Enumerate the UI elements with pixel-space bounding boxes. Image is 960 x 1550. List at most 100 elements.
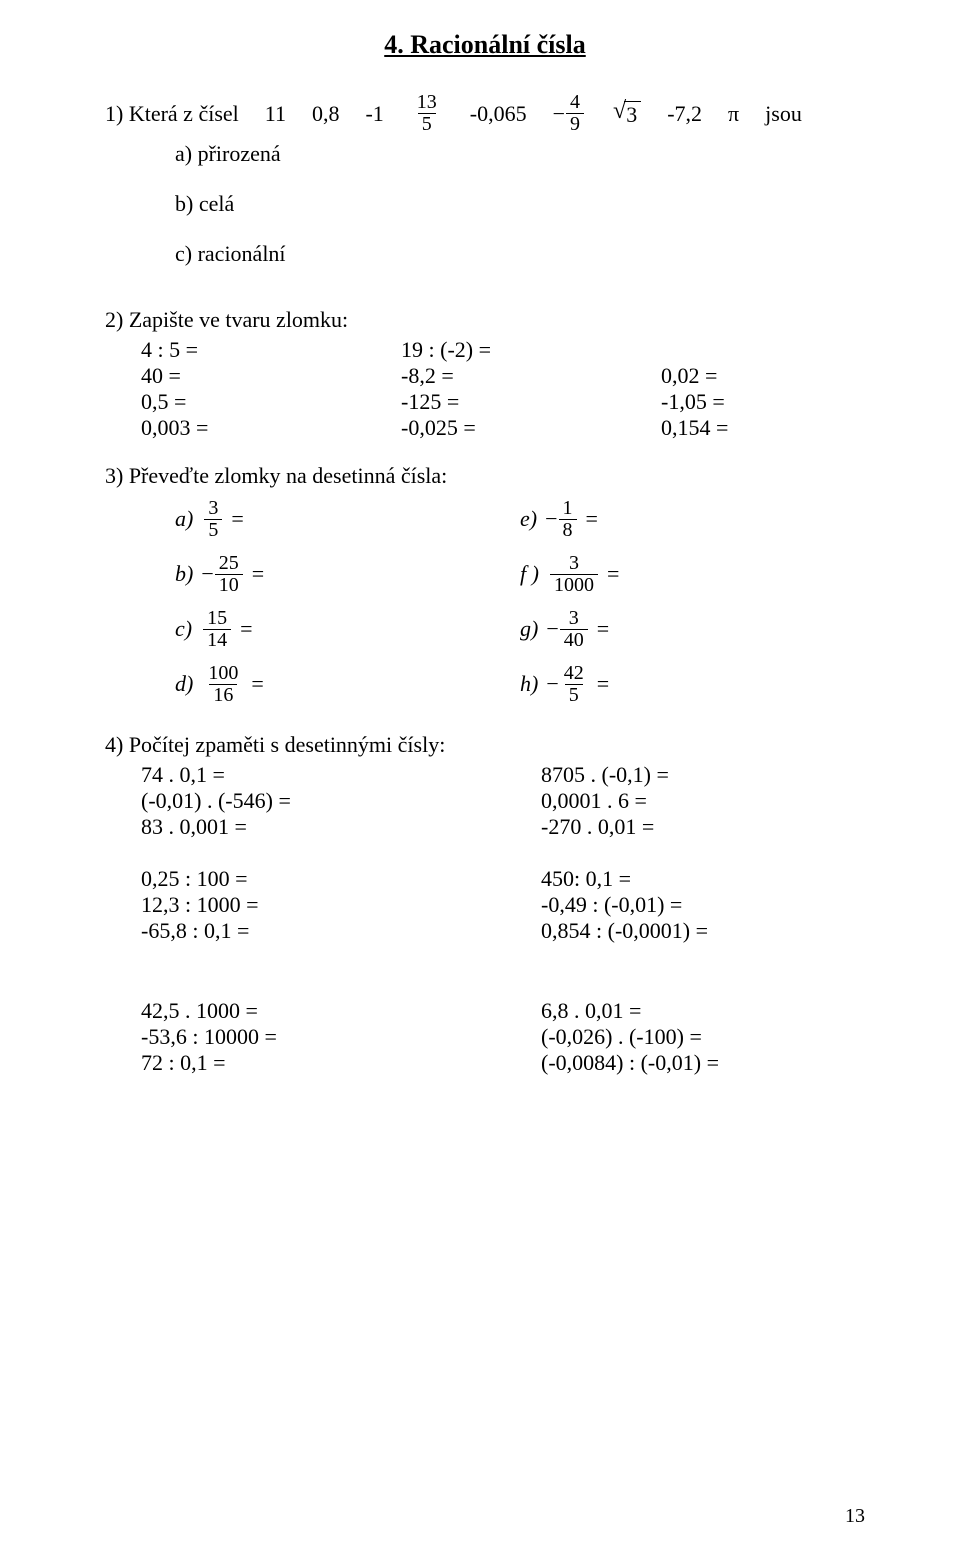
table-row: 0,5 = -125 = -1,05 = <box>141 389 865 415</box>
q2-lead: 2) Zapište ve tvaru zlomku: <box>105 307 865 333</box>
frac-label: g) <box>520 616 538 642</box>
fraction: 31000 <box>550 553 598 596</box>
q3-grid: a)35=b)−2510=c)1514=d)10016= e)−18=f )31… <box>175 489 865 714</box>
table-row: -53,6 : 10000 = (-0,026) . (-100) = <box>141 1024 865 1050</box>
q1: 1) Která z čísel 11 0,8 -1 13 5 -0,065 −… <box>105 92 865 267</box>
cell: -0,025 = <box>401 415 661 441</box>
frac-num: 25 <box>215 553 243 574</box>
q1-c: c) racionální <box>175 241 865 267</box>
frac-num: 15 <box>203 608 231 629</box>
minus-sign: − <box>545 506 557 532</box>
equals-sign: = <box>231 506 243 532</box>
cell: 0,25 : 100 = <box>141 866 541 892</box>
chapter-title: 4. Racionální čísla <box>105 30 865 60</box>
frac-label: h) <box>520 671 538 697</box>
equals-sign: = <box>251 671 263 697</box>
minus-sign: − <box>546 671 558 697</box>
cell: 0,0001 . 6 = <box>541 788 861 814</box>
frac-item: c) 1514 = <box>175 604 520 654</box>
table-row: 0,003 = -0,025 = 0,154 = <box>141 415 865 441</box>
cell: 6,8 . 0,01 = <box>541 998 861 1024</box>
cell: 8705 . (-0,1) = <box>541 762 861 788</box>
frac-item: e)−18= <box>520 494 865 544</box>
fraction: 1514 <box>203 608 231 651</box>
q2-grid: 4 : 5 = 19 : (-2) = 40 = -8,2 = 0,02 = 0… <box>141 337 865 441</box>
fraction: 340 <box>560 608 588 651</box>
fraction: 10016 <box>204 663 242 706</box>
table-row: 0,25 : 100 = 450: 0,1 = <box>141 866 865 892</box>
q3-left-col: a)35=b)−2510=c)1514=d)10016= <box>175 489 520 714</box>
sqrt-arg: 3 <box>624 101 641 128</box>
cell <box>661 337 861 363</box>
fraction: 2510 <box>215 553 243 596</box>
q2: 2) Zapište ve tvaru zlomku: 4 : 5 = 19 :… <box>105 307 865 441</box>
q1-b: b) celá <box>175 191 865 217</box>
cell: -65,8 : 0,1 = <box>141 918 541 944</box>
frac-num: 4 <box>566 92 584 113</box>
q1-frac2-wrap: − 4 9 <box>553 92 587 135</box>
frac-item: h)−425= <box>520 659 865 709</box>
q1-t2: jsou <box>765 101 802 127</box>
cell: -270 . 0,01 = <box>541 814 861 840</box>
minus-sign: − <box>546 616 558 642</box>
frac-den: 14 <box>203 629 231 651</box>
q3: 3) Převeďte zlomky na desetinná čísla: a… <box>105 463 865 714</box>
equals-sign: = <box>586 506 598 532</box>
frac-item: d) 10016 = <box>175 659 520 709</box>
frac-item: f )31000= <box>520 549 865 599</box>
cell: (-0,026) . (-100) = <box>541 1024 861 1050</box>
table-row: 74 . 0,1 = 8705 . (-0,1) = <box>141 762 865 788</box>
frac-den: 10 <box>215 574 243 596</box>
cell: -1,05 = <box>661 389 861 415</box>
cell: 0,154 = <box>661 415 861 441</box>
q1-lead: 1) Která z čísel <box>105 101 239 127</box>
cell: 83 . 0,001 = <box>141 814 541 840</box>
q1-a: a) přirozená <box>175 141 865 167</box>
frac-num: 3 <box>565 553 583 574</box>
q1-sqrt: √ 3 <box>613 99 641 128</box>
cell: 40 = <box>141 363 401 389</box>
equals-sign: = <box>607 561 619 587</box>
q4: 4) Počítej zpaměti s desetinnými čísly: … <box>105 732 865 1076</box>
q1-line: 1) Která z čísel 11 0,8 -1 13 5 -0,065 −… <box>105 92 865 135</box>
cell: 12,3 : 1000 = <box>141 892 541 918</box>
q4-set1: 74 . 0,1 = 8705 . (-0,1) = (-0,01) . (-5… <box>141 762 865 840</box>
equals-sign: = <box>240 616 252 642</box>
cell: 4 : 5 = <box>141 337 401 363</box>
table-row: 4 : 5 = 19 : (-2) = <box>141 337 865 363</box>
frac-label: e) <box>520 506 537 532</box>
q1-v0: 11 <box>265 101 286 127</box>
table-row: 83 . 0,001 = -270 . 0,01 = <box>141 814 865 840</box>
frac-label: d) <box>175 671 193 697</box>
cell: 74 . 0,1 = <box>141 762 541 788</box>
equals-sign: = <box>597 616 609 642</box>
frac-num: 3 <box>565 608 583 629</box>
cell: 72 : 0,1 = <box>141 1050 541 1076</box>
frac-label: c) <box>175 616 192 642</box>
cell: (-0,01) . (-546) = <box>141 788 541 814</box>
q1-frac1: 13 5 <box>413 92 441 135</box>
cell: 0,02 = <box>661 363 861 389</box>
frac-num: 3 <box>204 498 222 519</box>
q3-lead: 3) Převeďte zlomky na desetinná čísla: <box>105 463 865 489</box>
cell: 19 : (-2) = <box>401 337 661 363</box>
cell: 450: 0,1 = <box>541 866 861 892</box>
frac-num: 100 <box>204 663 242 684</box>
frac-item: b)−2510= <box>175 549 520 599</box>
cell: 0,5 = <box>141 389 401 415</box>
cell: -125 = <box>401 389 661 415</box>
table-row: 40 = -8,2 = 0,02 = <box>141 363 865 389</box>
minus-sign: − <box>201 561 213 587</box>
frac-item: g)−340 = <box>520 604 865 654</box>
table-row: -65,8 : 0,1 = 0,854 : (-0,0001) = <box>141 918 865 944</box>
q4-set2: 0,25 : 100 = 450: 0,1 = 12,3 : 1000 = -0… <box>141 866 865 944</box>
table-row: 72 : 0,1 = (-0,0084) : (-0,01) = <box>141 1050 865 1076</box>
q1-v1: 0,8 <box>312 101 340 127</box>
frac-label: b) <box>175 561 193 587</box>
frac-num: 1 <box>559 498 577 519</box>
q4-lead: 4) Počítej zpaměti s desetinnými čísly: <box>105 732 865 758</box>
cell: -0,49 : (-0,01) = <box>541 892 861 918</box>
frac-item: a)35= <box>175 494 520 544</box>
q1-frac2: 4 9 <box>566 92 584 135</box>
cell: 0,854 : (-0,0001) = <box>541 918 861 944</box>
